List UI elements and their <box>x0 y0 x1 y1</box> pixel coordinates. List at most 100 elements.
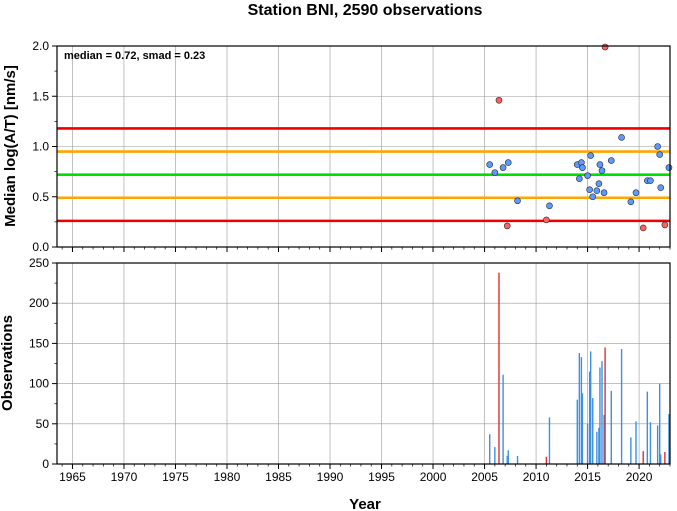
chart-title: Station BNI, 2590 observations <box>248 2 483 19</box>
scatter-point <box>601 43 609 51</box>
scatter-point <box>647 177 654 184</box>
observation-bar <box>620 349 623 464</box>
scatter-point <box>627 198 635 206</box>
stats-annotation: median = 0.72, smad = 0.23 <box>64 50 205 62</box>
scatter-point <box>514 197 521 205</box>
x-tick-label: 1965 <box>59 470 86 484</box>
top-panel: 0.0 0.5 1.0 1.5 2.0 median = 0.72, smad = 0.… <box>2 39 673 254</box>
observation-bar <box>548 417 551 464</box>
observation-bar <box>507 450 509 464</box>
scatter-point <box>661 221 669 229</box>
scatter-point <box>586 186 593 194</box>
scatter-point <box>587 152 594 159</box>
scatter-point <box>579 164 586 171</box>
observation-bar <box>494 447 496 464</box>
bottom-y-tick-label: 100 <box>29 377 49 391</box>
bottom-plot-area <box>57 263 670 464</box>
scatter-point <box>499 164 507 171</box>
observation-bar <box>603 414 605 464</box>
bottom-x-ticks: 1965 1970 1975 1980 1985 1990 1995 2000 2005 2010… <box>59 464 671 484</box>
observation-bar <box>658 383 661 464</box>
scatter-point <box>576 175 583 182</box>
top-y-ticks: 0.0 0.5 1.0 1.5 2.0 <box>32 39 671 254</box>
x-tick-label: 1995 <box>368 470 395 484</box>
scatter-point <box>618 134 625 141</box>
observation-bar <box>586 423 589 464</box>
scatter-point <box>486 161 494 168</box>
observation-bar <box>498 272 500 464</box>
observation-bar <box>642 451 644 464</box>
top-y-tick-label: 1.5 <box>32 89 49 103</box>
scatter-point <box>639 224 647 232</box>
top-y-axis-label: Median log(A/T) [nm/s] <box>2 65 19 227</box>
scatter-point <box>596 161 604 168</box>
observation-bar <box>580 357 583 464</box>
x-tick-label: 1990 <box>317 470 344 484</box>
observation-bar <box>545 456 548 464</box>
observation-bar <box>598 427 600 464</box>
scatter-point <box>504 159 512 166</box>
scatter-point <box>503 222 511 230</box>
scatter-point <box>598 167 606 174</box>
scatter-point <box>665 164 673 171</box>
observation-bar <box>516 455 519 464</box>
observation-bar <box>502 374 504 464</box>
observation-bar <box>668 414 670 464</box>
x-tick-label: 1980 <box>214 470 241 484</box>
observation-bar <box>592 398 594 464</box>
observation-bar <box>576 399 578 464</box>
observation-bar <box>601 361 603 464</box>
scatter-point <box>600 189 608 197</box>
x-tick-label: 1970 <box>111 470 138 484</box>
observation-bar <box>489 434 491 464</box>
observation-bar <box>578 353 581 464</box>
x-tick-label: 2015 <box>574 470 601 484</box>
scatter-point <box>491 169 499 176</box>
bottom-y-tick-label: 250 <box>29 256 49 270</box>
scatter-point <box>632 189 640 197</box>
observation-bar <box>589 351 592 464</box>
top-y-tick-label: 2.0 <box>32 39 49 53</box>
observation-bar <box>660 454 662 464</box>
bottom-y-tick-label: 200 <box>29 296 49 310</box>
scatter-point <box>584 172 591 179</box>
observation-bar <box>656 425 659 464</box>
observation-bar <box>646 391 649 464</box>
x-tick-label: 2000 <box>420 470 447 484</box>
observation-bar <box>664 451 666 464</box>
scatter-points <box>486 43 673 232</box>
x-tick-label: 2010 <box>523 470 550 484</box>
top-y-tick-label: 0.0 <box>32 240 49 254</box>
reference-lines <box>57 127 670 223</box>
observation-bar <box>649 422 652 464</box>
observation-bar <box>604 347 606 464</box>
observation-bar <box>630 437 632 464</box>
x-axis-label: Year <box>349 496 381 511</box>
scatter-point <box>654 143 661 150</box>
top-y-tick-label: 0.5 <box>32 190 49 204</box>
scatter-point <box>593 187 601 195</box>
observation-bar <box>635 421 637 464</box>
x-tick-label: 1975 <box>162 470 189 484</box>
scatter-point <box>595 180 603 187</box>
scatter-point <box>607 157 615 164</box>
bottom-y-tick-label: 50 <box>36 417 50 431</box>
scatter-point <box>546 202 553 210</box>
bottom-grid <box>57 262 670 465</box>
x-tick-label: 2005 <box>471 470 498 484</box>
observation-bar <box>596 431 598 464</box>
bottom-y-tick-label: 150 <box>29 336 49 350</box>
bottom-y-tick-label: 0 <box>42 457 49 471</box>
scatter-point <box>589 193 597 201</box>
x-tick-label: 2020 <box>626 470 653 484</box>
scatter-point <box>543 216 550 224</box>
bottom-panel: 0 50 100 150 200 250 1965 1970 1975 1980 1985 1990… <box>0 256 671 511</box>
x-tick-label: 1985 <box>265 470 292 484</box>
bottom-y-ticks: 0 50 100 150 200 250 <box>29 256 57 471</box>
scatter-point <box>657 184 665 192</box>
scatter-point <box>656 151 663 158</box>
bottom-y-axis-label: Observations <box>0 315 16 411</box>
observation-bar <box>506 455 508 464</box>
scatter-point <box>495 96 503 104</box>
